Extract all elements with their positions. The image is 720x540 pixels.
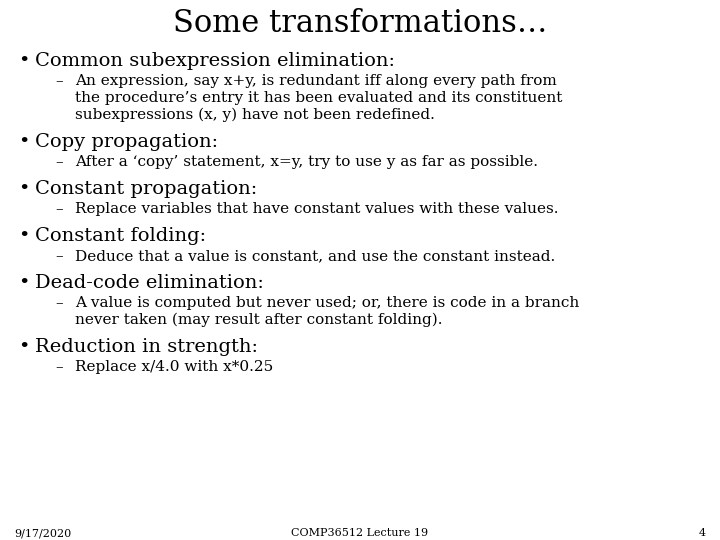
Text: After a ‘copy’ statement, x=y, try to use y as far as possible.: After a ‘copy’ statement, x=y, try to us… <box>75 155 538 169</box>
Text: •: • <box>18 180 30 198</box>
Text: Common subexpression elimination:: Common subexpression elimination: <box>35 52 395 70</box>
Text: Replace x/4.0 with x*0.25: Replace x/4.0 with x*0.25 <box>75 360 274 374</box>
Text: A value is computed but never used; or, there is code in a branch: A value is computed but never used; or, … <box>75 296 580 310</box>
Text: never taken (may result after constant folding).: never taken (may result after constant f… <box>75 313 443 327</box>
Text: –: – <box>55 202 63 216</box>
Text: –: – <box>55 296 63 310</box>
Text: •: • <box>18 338 30 356</box>
Text: •: • <box>18 274 30 292</box>
Text: Constant propagation:: Constant propagation: <box>35 180 257 198</box>
Text: –: – <box>55 249 63 263</box>
Text: –: – <box>55 360 63 374</box>
Text: –: – <box>55 74 63 88</box>
Text: COMP36512 Lecture 19: COMP36512 Lecture 19 <box>292 528 428 538</box>
Text: Dead-code elimination:: Dead-code elimination: <box>35 274 264 292</box>
Text: Deduce that a value is constant, and use the constant instead.: Deduce that a value is constant, and use… <box>75 249 555 263</box>
Text: •: • <box>18 227 30 245</box>
Text: Constant folding:: Constant folding: <box>35 227 206 245</box>
Text: •: • <box>18 52 30 70</box>
Text: subexpressions (x, y) have not been redefined.: subexpressions (x, y) have not been rede… <box>75 108 435 123</box>
Text: Some transformations…: Some transformations… <box>173 8 547 39</box>
Text: Copy propagation:: Copy propagation: <box>35 133 218 151</box>
Text: the procedure’s entry it has been evaluated and its constituent: the procedure’s entry it has been evalua… <box>75 91 562 105</box>
Text: 9/17/2020: 9/17/2020 <box>14 528 71 538</box>
Text: •: • <box>18 133 30 151</box>
Text: An expression, say x+y, is redundant iff along every path from: An expression, say x+y, is redundant iff… <box>75 74 557 88</box>
Text: Reduction in strength:: Reduction in strength: <box>35 338 258 356</box>
Text: Replace variables that have constant values with these values.: Replace variables that have constant val… <box>75 202 559 216</box>
Text: –: – <box>55 155 63 169</box>
Text: 4: 4 <box>699 528 706 538</box>
